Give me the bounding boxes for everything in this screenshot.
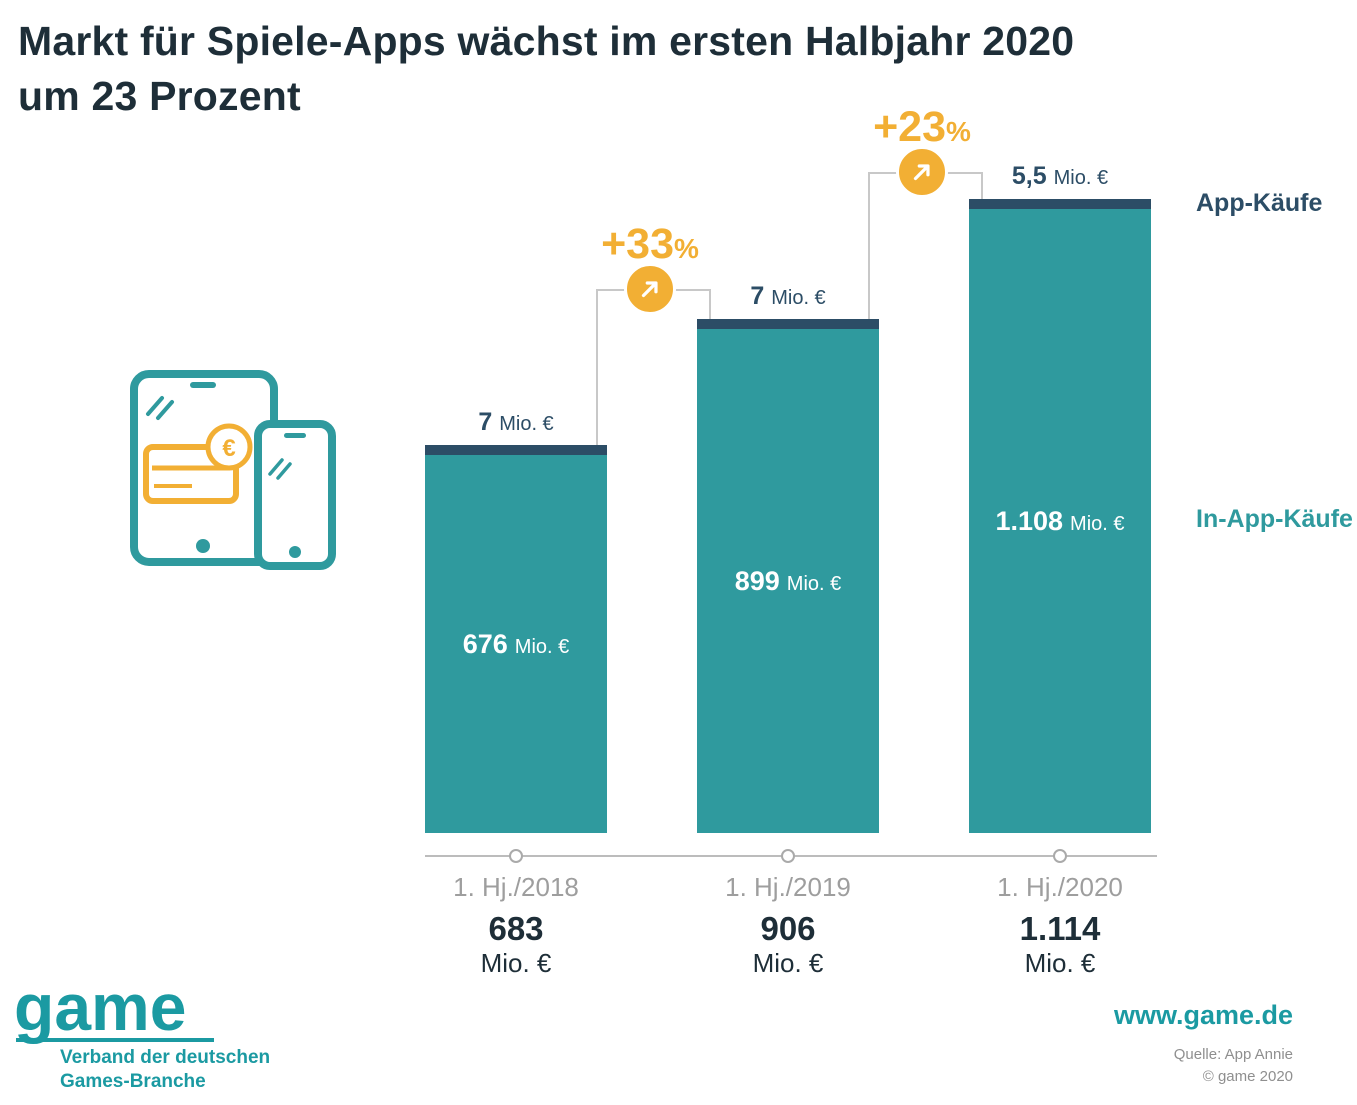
- x-label-2020: 1. Hj./2020: [997, 872, 1123, 902]
- segment-unit: Mio. €: [1070, 512, 1125, 535]
- bar-segment-in-app-purchases-2018: 676 Mio. €: [425, 455, 607, 833]
- bar-top-label-2018: 7 Mio. €: [425, 408, 607, 437]
- growth-percent-sign: %: [674, 233, 699, 264]
- arrow-up-right-icon: [913, 164, 930, 181]
- bar-top-label-2019: 7 Mio. €: [697, 282, 879, 311]
- axis-marker-2019: [781, 849, 795, 863]
- bar-segment-in-app-purchases-2019: 899 Mio. €: [697, 329, 879, 833]
- source-line1: Quelle: App Annie: [1173, 1046, 1293, 1063]
- total-unit-2020: Mio. €: [1024, 948, 1096, 978]
- growth-label-23: +23%: [832, 103, 1012, 152]
- bar-segment-app-purchases-2018: [425, 445, 607, 455]
- logo-underline: [16, 1038, 214, 1042]
- source-note: Quelle: App Annie © game 2020: [1174, 1044, 1293, 1088]
- connector-line: [868, 172, 870, 319]
- segment-unit: Mio. €: [514, 635, 570, 658]
- growth-value: +33: [601, 220, 675, 268]
- segment-value: 1.108: [995, 505, 1064, 536]
- euro-coin-icon: €: [205, 423, 253, 471]
- game-logo: game: [14, 970, 187, 1044]
- smartphone-icon: [254, 420, 336, 570]
- segment-unit: Mio. €: [499, 413, 554, 435]
- bar-inner-label-2019: 899 Mio. €: [735, 566, 842, 597]
- connector-line: [981, 172, 983, 199]
- segment-value: 7: [478, 408, 493, 436]
- growth-label-33: +33%: [560, 220, 740, 269]
- connector-line: [596, 289, 598, 445]
- bar-segment-app-purchases-2019: [697, 319, 879, 329]
- x-label-2019: 1. Hj./2019: [725, 872, 851, 902]
- svg-text:€: €: [222, 435, 235, 462]
- total-unit-2019: Mio. €: [752, 948, 824, 978]
- segment-value: 676: [462, 628, 508, 659]
- device-illustration: €: [122, 362, 347, 577]
- growth-percent-sign: %: [946, 116, 971, 147]
- arrow-up-right-icon: [641, 281, 658, 298]
- segment-unit: Mio. €: [1053, 167, 1109, 189]
- bar-segment-in-app-purchases-2020: 1.108 Mio. €: [969, 209, 1151, 833]
- website-link[interactable]: www.game.de: [1113, 1000, 1293, 1030]
- devices-icon: €: [130, 370, 336, 570]
- logo-subtitle: Verband der deutschen Games-Branche: [60, 1046, 270, 1094]
- axis-marker-2018: [509, 849, 523, 863]
- growth-badge-23: [896, 146, 948, 198]
- bar-inner-label-2018: 676 Mio. €: [463, 629, 570, 660]
- total-value-2018: 683: [488, 910, 544, 947]
- total-unit-2018: Mio. €: [480, 948, 552, 978]
- x-label-2018: 1. Hj./2018: [453, 872, 579, 902]
- segment-unit: Mio. €: [786, 572, 842, 595]
- segment-value: 5,5: [1011, 162, 1047, 190]
- total-value-2020: 1.114: [1019, 910, 1101, 947]
- logo-subtitle-line2: Games-Branche: [60, 1070, 206, 1092]
- page-title: Markt für Spiele-Apps wächst im ersten H…: [18, 14, 1338, 125]
- bar-segment-app-purchases-2020: [969, 199, 1151, 209]
- logo-subtitle-line1: Verband der deutschen: [60, 1047, 271, 1068]
- growth-value: +23: [873, 103, 947, 151]
- legend-app-purchases: App-Käufe: [1196, 189, 1323, 217]
- legend-in-app-purchases: In-App-Käufe: [1196, 505, 1353, 533]
- growth-badge-33: [624, 263, 676, 315]
- segment-unit: Mio. €: [771, 287, 826, 309]
- bar-inner-label-2020: 1.108 Mio. €: [995, 506, 1124, 537]
- connector-line: [709, 289, 711, 319]
- page-title-line1: Markt für Spiele-Apps wächst im ersten H…: [18, 18, 1075, 64]
- page-title-line2: um 23 Prozent: [18, 73, 301, 120]
- total-value-2019: 906: [760, 910, 816, 947]
- segment-value: 899: [734, 565, 780, 596]
- segment-value: 7: [750, 282, 765, 310]
- bar-top-label-2020: 5,5 Mio. €: [969, 162, 1151, 191]
- source-line2: © game 2020: [1202, 1067, 1293, 1085]
- axis-marker-2020: [1053, 849, 1067, 863]
